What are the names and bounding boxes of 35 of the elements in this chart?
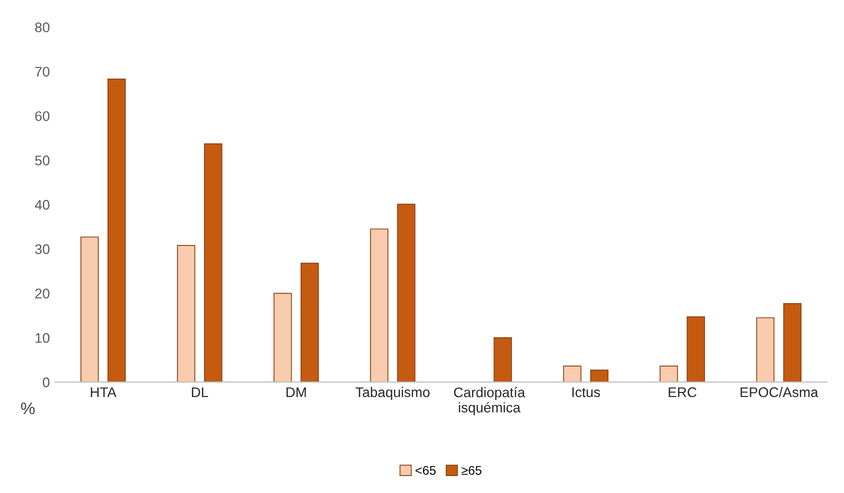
y-axis-title: %	[21, 402, 35, 414]
bar	[397, 204, 416, 382]
bar	[370, 228, 388, 382]
y-tick-label: 70	[35, 66, 50, 77]
x-tick-label: Ictus	[572, 387, 600, 398]
bar	[80, 236, 99, 382]
bar	[494, 337, 512, 382]
bar	[563, 366, 582, 382]
bar	[783, 303, 802, 382]
x-tick-label: DM	[286, 387, 306, 397]
y-tick-label: 50	[35, 156, 50, 166]
bar	[108, 78, 126, 382]
bar	[686, 316, 705, 382]
x-tick-label: ERC	[668, 387, 696, 398]
bar	[660, 366, 678, 382]
bar	[204, 143, 222, 382]
legend-label: <65	[416, 466, 436, 475]
bar	[300, 262, 319, 382]
y-tick-label: 30	[35, 244, 50, 254]
y-tick-label: 10	[36, 333, 50, 343]
y-tick-label: 40	[34, 200, 50, 210]
x-tick-label: HTA	[90, 387, 116, 397]
x-tick-label: Cardiopatía isquémica	[454, 386, 526, 416]
x-tick-label: DL	[192, 387, 208, 397]
x-tick-label: Tabaquismo	[356, 386, 430, 400]
bar	[177, 244, 196, 382]
y-tick-label: 0	[42, 377, 50, 388]
bar	[756, 317, 774, 382]
bar	[590, 370, 608, 382]
bar	[274, 292, 292, 382]
x-tick-label: EPOC/Asma	[740, 386, 818, 398]
y-tick-label: 20	[35, 288, 50, 299]
y-tick-label: 80	[35, 22, 50, 32]
y-tick-label: 60	[35, 111, 50, 122]
legend-label: ≥65	[462, 466, 482, 475]
